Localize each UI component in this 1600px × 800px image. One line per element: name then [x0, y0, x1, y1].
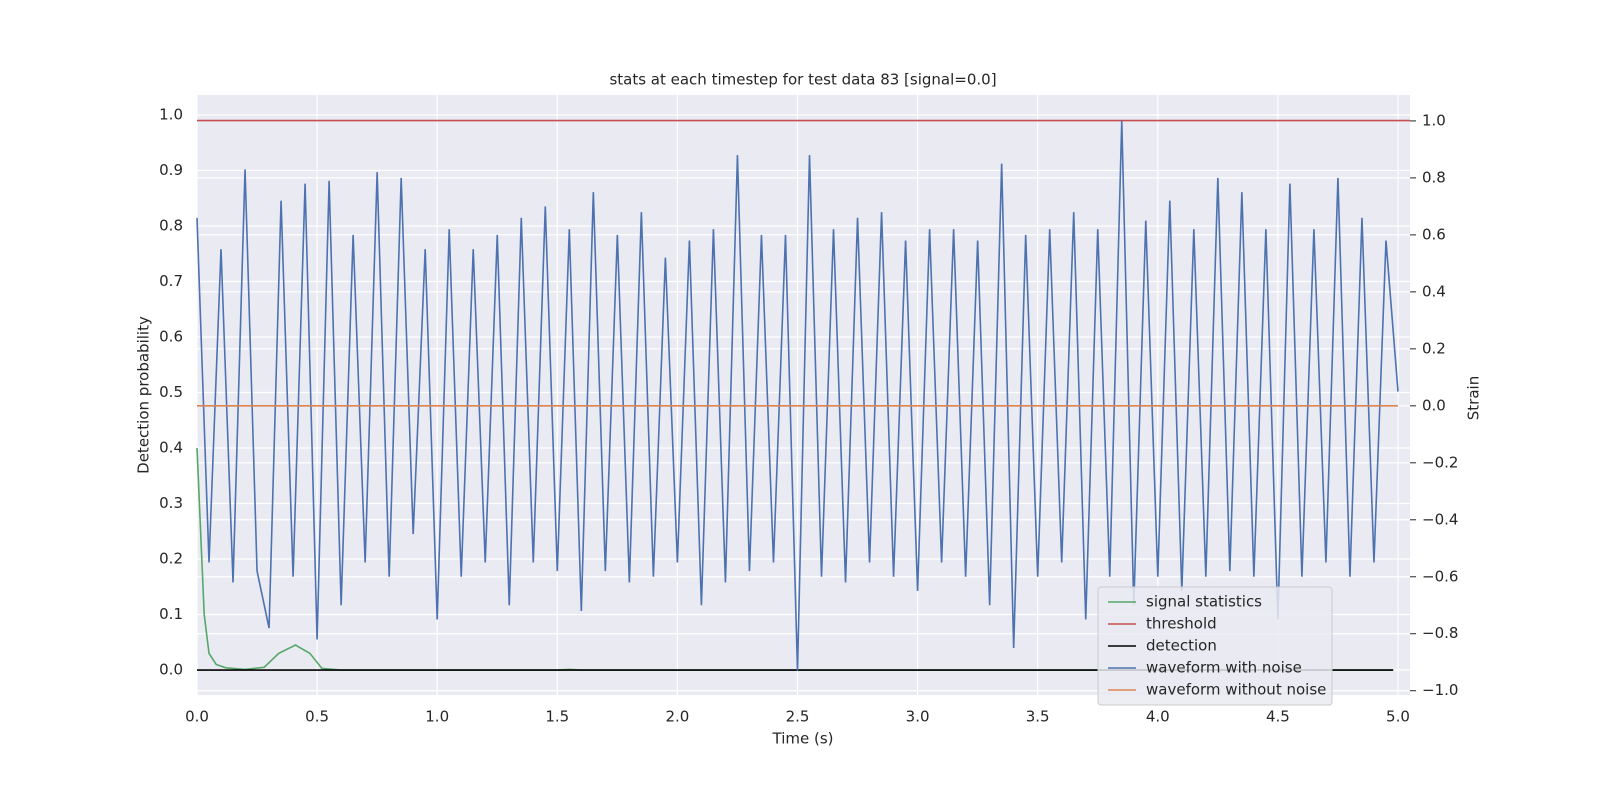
y-tick-label: 0.7: [159, 272, 183, 290]
y2-tick-label: −1.0: [1422, 681, 1458, 699]
y-tick-label: 0.0: [159, 661, 183, 679]
y2-tick-label: −0.6: [1422, 567, 1458, 585]
y2-tick-label: 1.0: [1422, 111, 1446, 129]
legend-label: threshold: [1146, 615, 1217, 633]
y2-tick-label: 0.8: [1422, 168, 1446, 186]
y2-tick-label: −0.8: [1422, 624, 1458, 642]
y-tick-label: 0.4: [159, 439, 183, 457]
x-tick-label: 4.5: [1266, 708, 1290, 726]
x-tick-label: 4.0: [1146, 708, 1170, 726]
legend-label: waveform with noise: [1146, 659, 1302, 677]
y2-tick-label: 0.6: [1422, 225, 1446, 243]
y-tick-label: 0.5: [159, 383, 183, 401]
x-tick-label: 5.0: [1386, 708, 1410, 726]
y2-tick-label: −0.4: [1422, 510, 1458, 528]
y-tick-label: 0.6: [159, 327, 183, 345]
x-tick-label: 3.5: [1026, 708, 1050, 726]
x-tick-label: 2.5: [786, 708, 810, 726]
x-axis-label: Time (s): [772, 730, 834, 748]
y-axis-label: Detection probability: [135, 316, 153, 474]
x-tick-label: 0.0: [185, 708, 209, 726]
y2-tick-label: −0.2: [1422, 453, 1458, 471]
series-line: [196, 120, 1399, 671]
legend-label: signal statistics: [1146, 593, 1262, 611]
x-tick-label: 0.5: [305, 708, 329, 726]
y2-tick-label: 0.2: [1422, 339, 1446, 357]
x-tick-label: 1.0: [425, 708, 449, 726]
y-tick-label: 0.3: [159, 494, 183, 512]
x-tick-label: 2.0: [665, 708, 689, 726]
y2-tick-label: 0.4: [1422, 282, 1446, 300]
chart-title: stats at each timestep for test data 83 …: [609, 71, 996, 89]
y-tick-label: 0.1: [159, 605, 183, 623]
y-tick-label: 1.0: [159, 105, 183, 123]
y-tick-label: 0.2: [159, 550, 183, 568]
y-tick-label: 0.8: [159, 216, 183, 234]
x-tick-label: 3.0: [906, 708, 930, 726]
legend-box: [1097, 586, 1333, 706]
y-tick-label: 0.9: [159, 161, 183, 179]
x-tick-label: 1.5: [545, 708, 569, 726]
y2-tick-label: 0.0: [1422, 396, 1446, 414]
y2-axis-label: Strain: [1465, 376, 1483, 420]
legend-label: detection: [1146, 637, 1217, 655]
legend-label: waveform without noise: [1146, 681, 1326, 699]
